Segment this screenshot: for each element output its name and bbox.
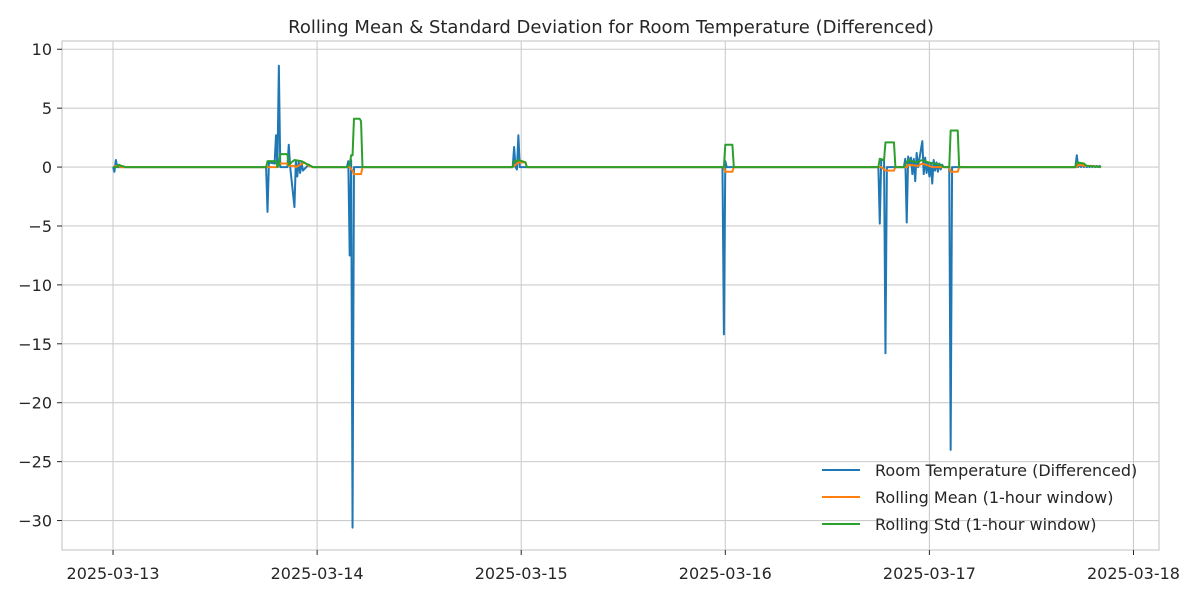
series-layer <box>112 64 1102 529</box>
legend: Room Temperature (Differenced) Rolling Me… <box>822 461 1137 534</box>
y-tick-label: −30 <box>18 512 52 531</box>
plot-area <box>61 40 1160 551</box>
y-tick-label: −20 <box>18 394 52 413</box>
x-tick-label: 2025-03-14 <box>271 564 364 583</box>
x-tick-label: 2025-03-17 <box>883 564 976 583</box>
legend-label: Room Temperature (Differenced) <box>875 461 1137 480</box>
y-tick-label: 5 <box>42 99 52 118</box>
y-tick-label: −5 <box>28 217 52 236</box>
y-tick-label: 10 <box>32 40 52 59</box>
series-line-3 <box>113 117 1101 169</box>
y-tick-label: −15 <box>18 335 52 354</box>
y-tick-label: 0 <box>42 158 52 177</box>
y-tick-label: −10 <box>18 276 52 295</box>
x-tick-label: 2025-03-15 <box>475 564 568 583</box>
y-tick-label: −25 <box>18 453 52 472</box>
series-line-2 <box>112 161 1102 176</box>
chart-title: Rolling Mean & Standard Deviation for Ro… <box>288 17 934 38</box>
x-tick-label: 2025-03-18 <box>1087 564 1180 583</box>
x-tick-label: 2025-03-13 <box>67 564 160 583</box>
legend-label: Rolling Mean (1-hour window) <box>875 488 1113 507</box>
legend-label: Rolling Std (1-hour window) <box>875 515 1096 534</box>
x-axis: 2025-03-13 2025-03-14 2025-03-15 2025-03-16… <box>67 550 1180 583</box>
y-axis: 10 5 0 −5 −10 −15 −20 −25 −30 <box>18 40 62 531</box>
x-tick-label: 2025-03-16 <box>679 564 772 583</box>
